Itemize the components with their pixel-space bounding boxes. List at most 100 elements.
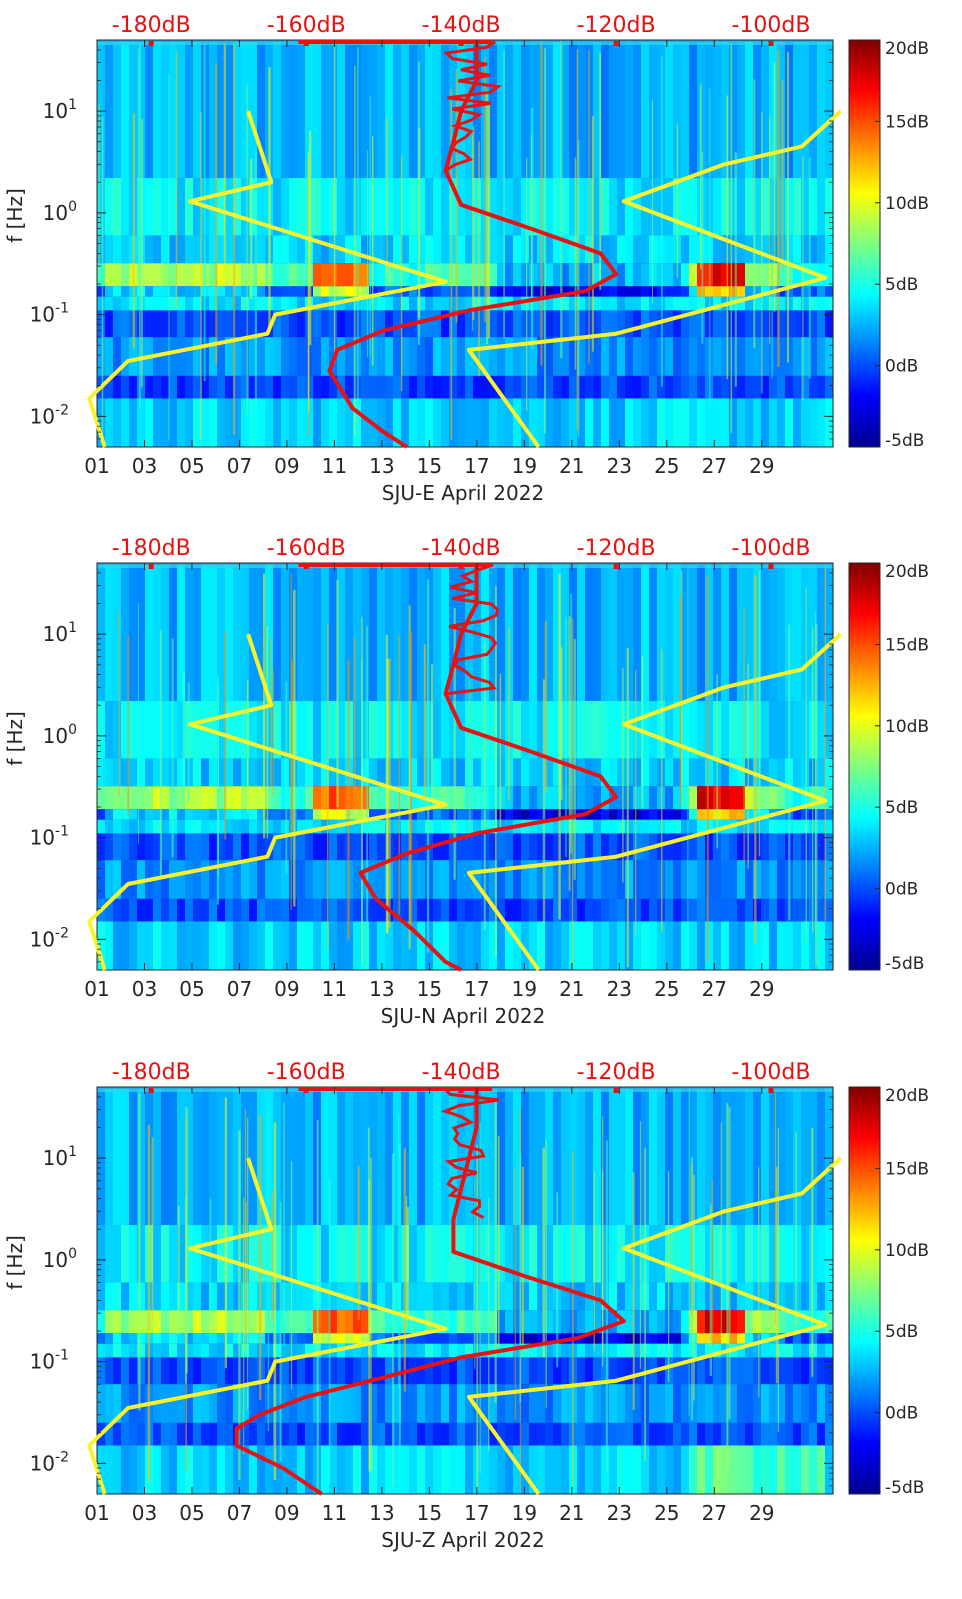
x-tick-label: 21 <box>559 977 584 1001</box>
top-db-tick-mark <box>613 1088 619 1093</box>
y-tick-base: 10 <box>43 622 68 646</box>
colorbar-tick-label: 15dB <box>885 112 929 132</box>
median-psd-curve <box>358 564 619 972</box>
top-db-tick-label: -160dB <box>267 536 346 561</box>
top-db-tick-mark <box>458 564 464 569</box>
median-psd-curve <box>234 1088 626 1496</box>
x-tick-label: 15 <box>417 1501 442 1525</box>
y-tick-label: 10-1 <box>30 301 69 327</box>
x-tick-label: 23 <box>607 977 632 1001</box>
x-tick-label: 29 <box>749 977 774 1001</box>
y-tick-exponent: -2 <box>55 1449 69 1465</box>
x-tick-label: 19 <box>512 454 537 478</box>
y-tick-base: 10 <box>43 1146 68 1170</box>
x-tick-label: 21 <box>559 454 584 478</box>
median-psd-scatter <box>443 40 502 172</box>
x-tick-label: 19 <box>512 977 537 1001</box>
top-db-tick-mark <box>148 41 154 46</box>
y-tick-label: 10-1 <box>30 1348 69 1374</box>
colorbar-tick-label: 5dB <box>885 1322 918 1342</box>
median-psd-scatter <box>446 563 500 696</box>
median-psd-curve <box>327 41 619 449</box>
x-tick-label: 17 <box>464 1501 489 1525</box>
top-db-tick-label: -100dB <box>732 536 811 561</box>
top-db-tick-label: -100dB <box>732 13 811 38</box>
y-tick-base: 10 <box>30 927 55 951</box>
top-db-tick-mark <box>768 1088 774 1093</box>
x-tick-label: 01 <box>84 977 109 1001</box>
colorbar-gradient <box>848 1086 881 1495</box>
y-tick-exponent: 0 <box>68 722 77 738</box>
y-tick-label: 100 <box>43 722 77 748</box>
colorbar: 20dB 15dB 10dB 5dB 0dB -5dB <box>848 562 929 974</box>
y-tick-label: 10-1 <box>30 824 69 850</box>
y-tick-label: 101 <box>43 620 77 646</box>
x-tick-label: 11 <box>322 454 347 478</box>
nlnm-curve <box>87 1157 448 1495</box>
y-tick-base: 10 <box>30 1451 55 1475</box>
colorbar-tick-label: 5dB <box>885 798 918 818</box>
x-tick-label: 25 <box>654 454 679 478</box>
top-db-tick-label: -180dB <box>112 536 191 561</box>
top-db-tick-label: -140dB <box>422 1060 501 1085</box>
top-db-tick-label: -100dB <box>732 1060 811 1085</box>
nhnm-curve <box>466 632 843 972</box>
colorbar-tick-label: 15dB <box>885 1159 929 1179</box>
colorbar-tick-label: -5dB <box>885 1478 924 1498</box>
y-tick-label: 101 <box>43 1144 77 1170</box>
x-tick-label: 09 <box>274 1501 299 1525</box>
x-axis-label: SJU-N April 2022 <box>381 1004 546 1028</box>
y-tick-exponent: -1 <box>55 301 69 317</box>
colorbar: 20dB 15dB 10dB 5dB 0dB -5dB <box>848 39 929 451</box>
y-tick-label: 101 <box>43 97 77 123</box>
x-tick-label: 01 <box>84 1501 109 1525</box>
colorbar-tick-label: 20dB <box>885 39 929 59</box>
colorbar-tick-label: 5dB <box>885 275 918 295</box>
top-db-tick-label: -120dB <box>577 536 656 561</box>
spectrogram <box>97 1087 834 1494</box>
x-tick-label: 21 <box>559 1501 584 1525</box>
y-tick-label: 10-2 <box>30 402 69 428</box>
y-tick-exponent: -1 <box>55 1348 69 1364</box>
top-db-tick-label: -160dB <box>267 13 346 38</box>
colorbar-tick-label: -5dB <box>885 431 924 451</box>
nhnm-curve <box>466 1156 843 1496</box>
top-db-tick-label: -180dB <box>112 13 191 38</box>
x-tick-label: 13 <box>369 977 394 1001</box>
x-tick-label: 01 <box>84 454 109 478</box>
nlnm-curve <box>87 110 448 448</box>
y-tick-exponent: -2 <box>55 402 69 418</box>
y-axis-label: f [Hz] <box>3 1235 27 1290</box>
x-tick-label: 25 <box>654 977 679 1001</box>
x-tick-label: 23 <box>607 1501 632 1525</box>
y-tick-base: 10 <box>30 303 55 327</box>
top-db-tick-label: -120dB <box>577 1060 656 1085</box>
x-tick-label: 11 <box>322 977 347 1001</box>
y-tick-base: 10 <box>30 404 55 428</box>
y-tick-base: 10 <box>43 99 68 123</box>
y-tick-base: 10 <box>43 1248 68 1272</box>
median-psd-scatter <box>440 1087 500 1219</box>
top-db-tick-mark <box>458 1088 464 1093</box>
colorbar-tick-label: 20dB <box>885 562 929 582</box>
y-axis-label: f [Hz] <box>3 711 27 766</box>
x-tick-label: 15 <box>417 977 442 1001</box>
x-axis-label: SJU-E April 2022 <box>382 481 544 505</box>
colorbar-tick-label: 0dB <box>885 880 918 900</box>
colorbar-gradient <box>848 39 881 448</box>
y-tick-label: 100 <box>43 1246 77 1272</box>
y-tick-exponent: 0 <box>68 199 77 215</box>
colorbar-tick-label: -5dB <box>885 954 924 974</box>
y-tick-exponent: 0 <box>68 1246 77 1262</box>
x-axis-label: SJU-Z April 2022 <box>381 1528 544 1552</box>
x-tick-label: 05 <box>179 1501 204 1525</box>
x-tick-label: 17 <box>464 977 489 1001</box>
x-tick-label: 23 <box>607 454 632 478</box>
y-tick-exponent: 1 <box>68 97 77 113</box>
top-db-tick-mark <box>148 1088 154 1093</box>
top-db-tick-label: -140dB <box>422 13 501 38</box>
x-tick-label: 05 <box>179 977 204 1001</box>
y-tick-label: 10-2 <box>30 1449 69 1475</box>
